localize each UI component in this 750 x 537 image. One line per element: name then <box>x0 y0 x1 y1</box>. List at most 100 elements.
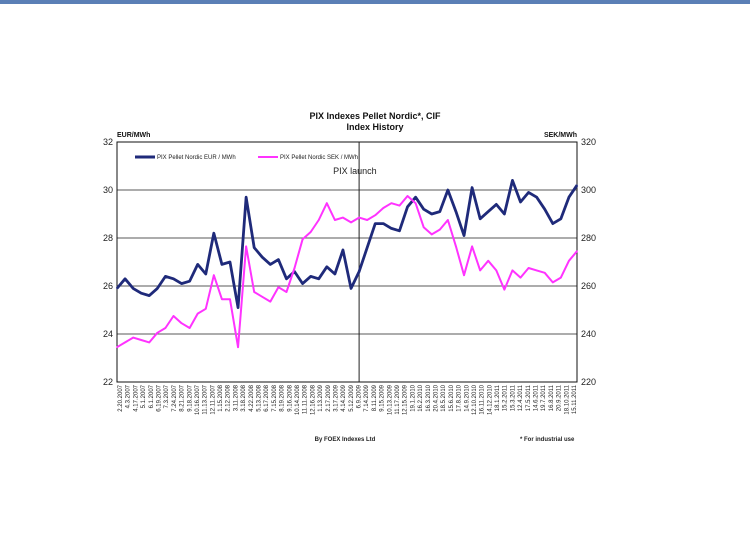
data-point-sek <box>229 298 231 301</box>
data-point-eur <box>164 275 167 278</box>
data-point-sek <box>479 269 481 272</box>
data-point-eur <box>503 213 506 215</box>
data-point-sek <box>156 332 159 334</box>
x-tick-label: 15.6.2010 <box>449 384 455 411</box>
chart-subtitle: Index History <box>346 122 403 132</box>
x-tick-label: 16.11.2010 <box>480 384 486 414</box>
chart-title: PIX Indexes Pellet Nordic*, CIF <box>309 111 441 121</box>
x-tick-label: 12.10.2010 <box>472 384 478 415</box>
data-point-eur <box>261 256 264 259</box>
data-point-sek <box>148 341 151 344</box>
right-y-tick-label: 280 <box>581 233 596 243</box>
data-point-sek <box>334 219 336 221</box>
x-tick-label: 9.15.2009 <box>380 384 386 411</box>
data-point-sek <box>245 245 247 248</box>
left-axis-unit: EUR/MWh <box>117 132 150 139</box>
x-tick-label: 18.1.2011 <box>495 384 501 411</box>
data-point-sek <box>277 286 280 289</box>
data-point-eur <box>479 218 481 220</box>
right-y-tick-label: 260 <box>581 281 596 291</box>
data-point-eur <box>358 270 360 273</box>
data-point-eur <box>471 186 473 189</box>
data-point-sek <box>576 250 578 252</box>
data-point-sek <box>358 216 360 219</box>
legend-label-sek: PIX Pellet Nordic SEK / MWh <box>280 155 358 161</box>
data-point-eur <box>398 230 401 232</box>
data-point-sek <box>414 202 417 204</box>
series-line-sek <box>116 195 578 349</box>
x-tick-label: 3.17.2009 <box>333 384 339 411</box>
data-point-eur <box>269 263 272 266</box>
data-point-sek <box>285 291 288 293</box>
data-point-eur <box>237 306 239 309</box>
window-top-bar <box>0 0 750 4</box>
data-point-eur <box>116 287 118 290</box>
industrial-use-footnote: * For industrial use <box>520 437 575 443</box>
x-tick-label: 2.20.2007 <box>118 384 124 411</box>
plot-frame <box>116 141 578 383</box>
x-tick-label: 8.19.2008 <box>280 384 286 411</box>
data-point-sek <box>568 260 570 262</box>
data-point-sek <box>439 228 441 231</box>
data-point-eur <box>422 208 425 210</box>
data-point-sek <box>551 281 554 284</box>
x-tick-label: 2.12.2008 <box>226 384 232 411</box>
data-point-sek <box>309 231 312 233</box>
x-tick-label: 12.11.2007 <box>210 384 216 414</box>
left-y-tick-label: 22 <box>103 377 113 387</box>
x-tick-label: 7.3.2007 <box>164 384 170 408</box>
x-tick-labels: 2.20.2007 4.3.2007 4.17.2007 5.1.2007 6.1.20… <box>118 384 578 415</box>
data-point-sek <box>406 195 409 197</box>
data-point-eur <box>350 287 352 290</box>
x-tick-label: 14.9.2010 <box>464 384 470 411</box>
data-point-sek <box>221 298 223 301</box>
data-point-eur <box>188 280 191 283</box>
x-tick-label: 14.6.2011 <box>534 384 540 411</box>
x-tick-label: 19.7.2011 <box>541 384 547 411</box>
x-tick-label: 10.13.2009 <box>387 384 393 415</box>
data-point-eur <box>124 278 126 280</box>
data-series <box>115 178 579 349</box>
x-tick-label: 4.22.2008 <box>249 384 255 411</box>
data-point-sek <box>455 245 457 248</box>
data-point-eur <box>414 196 417 198</box>
data-point-sek <box>374 214 377 216</box>
data-point-sek <box>535 269 538 272</box>
data-point-sek <box>204 308 207 310</box>
data-point-sek <box>398 204 401 207</box>
data-point-eur <box>551 222 554 225</box>
x-tick-label: 17.8.2010 <box>457 384 463 411</box>
data-point-sek <box>164 327 167 329</box>
data-point-eur <box>172 278 175 280</box>
x-tick-label: 1.15.2008 <box>218 384 224 411</box>
x-tick-label: 20.9.2011 <box>557 384 563 411</box>
x-tick-label: 8.11.2009 <box>372 384 378 411</box>
data-point-sek <box>188 327 191 329</box>
left-y-tick-label: 30 <box>103 185 113 195</box>
data-point-eur <box>495 203 498 206</box>
data-point-eur <box>309 275 312 278</box>
data-point-eur <box>406 206 409 208</box>
x-tick-label: 6.1.2007 <box>149 384 155 408</box>
pix-launch-label: PIX launch <box>333 166 377 176</box>
data-point-eur <box>519 201 522 203</box>
data-point-sek <box>519 276 522 279</box>
x-tick-label: 19.1.2010 <box>410 384 416 411</box>
x-tick-label: 12.16.2008 <box>310 384 316 415</box>
data-point-eur <box>301 282 304 285</box>
x-tick-label: 6.9.2009 <box>357 384 363 408</box>
data-point-sek <box>543 272 546 274</box>
x-tick-label: 9.18.2007 <box>187 384 193 411</box>
data-point-eur <box>366 246 368 249</box>
data-point-sek <box>463 274 465 277</box>
data-point-sek <box>180 322 183 325</box>
x-tick-label: 11.13.2007 <box>203 384 209 414</box>
data-point-eur <box>430 213 433 215</box>
left-y-tick-label: 32 <box>103 137 113 147</box>
right-y-tick-label: 220 <box>581 377 596 387</box>
data-point-eur <box>140 292 143 295</box>
data-point-sek <box>293 267 296 269</box>
source-note: By FOEX Indexes Ltd <box>315 437 376 443</box>
data-point-eur <box>132 287 134 290</box>
